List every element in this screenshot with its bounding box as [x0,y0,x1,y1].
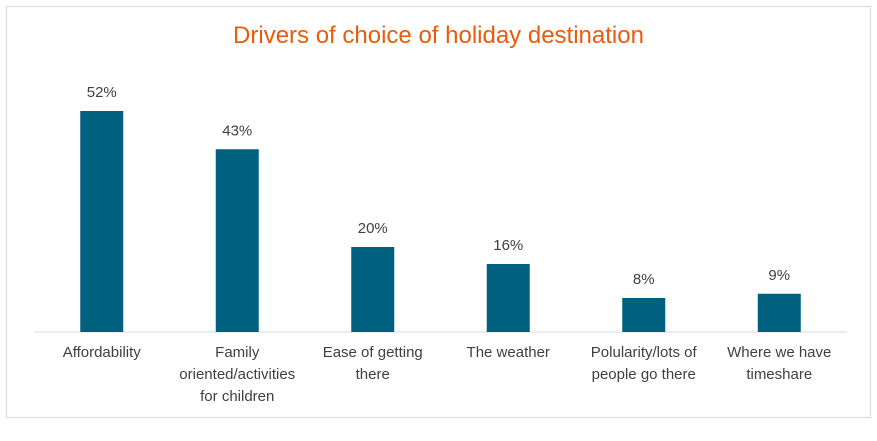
data-label-5: 8% [633,271,655,288]
bar-4 [486,264,530,332]
data-label-3: 20% [358,220,388,237]
data-label-2: 43% [222,122,252,139]
bar-6 [757,293,801,332]
data-label-1: 52% [87,84,117,101]
category-label-3: Ease of getting there [322,344,423,383]
category-label-4: The weather [466,344,550,361]
category-label-1: Affordability [62,344,141,361]
bar-5 [622,298,666,332]
chart-title: Drivers of choice of holiday destination [233,22,644,49]
data-label-6: 9% [768,267,790,284]
data-label-4: 16% [493,237,523,254]
category-label-2: Family oriented/activities for children [179,344,296,405]
chart-frame [6,6,871,418]
bar-3 [351,247,395,332]
category-label-6: Where we have timeshare [727,344,832,383]
bar-1 [80,111,124,332]
bar-2 [215,149,259,332]
category-label-5: Polularity/lots of people go there [590,344,697,383]
